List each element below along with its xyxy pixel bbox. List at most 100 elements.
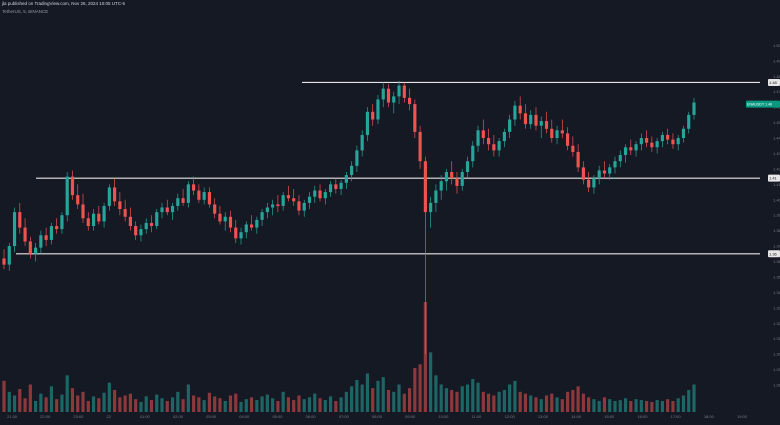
x-tick-label: 18:00 [704, 414, 715, 419]
volume-bar [418, 364, 422, 412]
y-tick-label: 1.39 [773, 213, 780, 218]
candle-body [518, 105, 522, 114]
candle-body [123, 209, 127, 217]
candle-body [460, 172, 464, 186]
candle-body [576, 151, 580, 168]
candle-body [629, 147, 633, 151]
candle-body [139, 229, 143, 236]
y-tick-label: 1.43 [773, 151, 780, 156]
candle-body [344, 175, 348, 183]
candle-body [587, 179, 591, 188]
level-tag-label: 1.41 [769, 176, 778, 181]
x-tick-label: 23:00 [73, 414, 84, 419]
volume-bar [91, 396, 96, 412]
x-tick-label: 11:00 [472, 414, 482, 419]
volume-bar [255, 400, 259, 412]
chart-publish-info: jla published on TradingView.com, Nov 26… [2, 1, 125, 6]
candle-body [418, 131, 422, 162]
candle-body [313, 190, 317, 197]
volume-bar [360, 384, 364, 412]
candle-body [634, 144, 638, 151]
volume-bar [534, 397, 538, 412]
volume-bar [76, 395, 80, 412]
volume-bar [687, 390, 691, 412]
volume-bar [12, 395, 17, 412]
volume-bar [587, 397, 591, 412]
volume-bar [39, 393, 43, 412]
volume-bar [18, 389, 22, 412]
candle-body [650, 142, 654, 148]
volume-bar [328, 396, 333, 412]
y-tick-label: 1.30 [773, 352, 780, 357]
volume-bar [202, 400, 206, 412]
volume-bar [139, 401, 143, 412]
volume-bar [555, 397, 559, 412]
candle-body [566, 133, 570, 146]
candle-body [376, 99, 380, 120]
candle-body [91, 213, 96, 227]
volume-bar [271, 398, 275, 412]
candle-body [692, 102, 696, 115]
candle-body [281, 195, 285, 206]
candle-body [497, 141, 501, 151]
candle-body [81, 204, 85, 219]
volume-bar [160, 398, 164, 412]
candle-body [355, 150, 359, 166]
level-tag-label: 1.48 [769, 80, 778, 85]
candle-body [60, 215, 64, 230]
volume-bar [581, 393, 585, 412]
candle-body [39, 235, 43, 248]
candle-body [487, 138, 491, 145]
volume-bar [181, 399, 185, 412]
volume-bar [592, 399, 596, 412]
volume-bar [197, 397, 201, 412]
candle-body [318, 190, 322, 199]
volume-bar [465, 384, 470, 412]
x-tick-label: 12:00 [505, 414, 516, 419]
candle-body [260, 212, 264, 220]
volume-bar [386, 390, 391, 412]
volume-bar [86, 401, 90, 412]
x-tick-label: 05:00 [272, 414, 283, 419]
volume-bar [513, 380, 517, 412]
volume-bar [429, 352, 433, 412]
y-tick-label: 1.45 [773, 120, 780, 125]
volume-bar [218, 398, 222, 412]
candle-body [255, 219, 259, 228]
volume-bar [666, 399, 670, 412]
candle-body [297, 201, 301, 211]
volume-bars [2, 302, 696, 412]
volume-bar [413, 368, 417, 412]
candle-body [666, 134, 670, 140]
volume-bar [681, 395, 686, 412]
candle-body [534, 114, 538, 126]
volume-bar [529, 395, 533, 412]
horizontal-levels: 1.48 1.41 1.36 [16, 78, 780, 258]
volume-bar [487, 393, 491, 412]
volume-bar [297, 395, 301, 412]
candle-body [513, 105, 517, 120]
candle-body [265, 207, 269, 213]
candle-body [197, 190, 201, 200]
candle-body [471, 145, 475, 162]
candle-body [360, 134, 364, 151]
candle-body [228, 216, 233, 228]
candle-body [192, 184, 196, 191]
volume-bar [376, 380, 380, 412]
candle-body [602, 170, 607, 174]
level-tag [768, 174, 780, 182]
volume-bar [623, 398, 628, 412]
candle-body [429, 202, 433, 213]
candle-body [450, 172, 454, 179]
volume-bar [381, 377, 385, 412]
volume-bar [392, 391, 396, 412]
last-price-tag-label: ENAUSDT 1.46 [747, 102, 772, 106]
volume-bar [481, 391, 485, 412]
x-tick-label: 02:00 [173, 414, 184, 419]
x-tick-label: 07:00 [339, 414, 350, 419]
volume-bar [460, 386, 464, 412]
volume-bar [571, 390, 575, 412]
candle-body [371, 111, 375, 120]
volume-bar [492, 395, 496, 412]
